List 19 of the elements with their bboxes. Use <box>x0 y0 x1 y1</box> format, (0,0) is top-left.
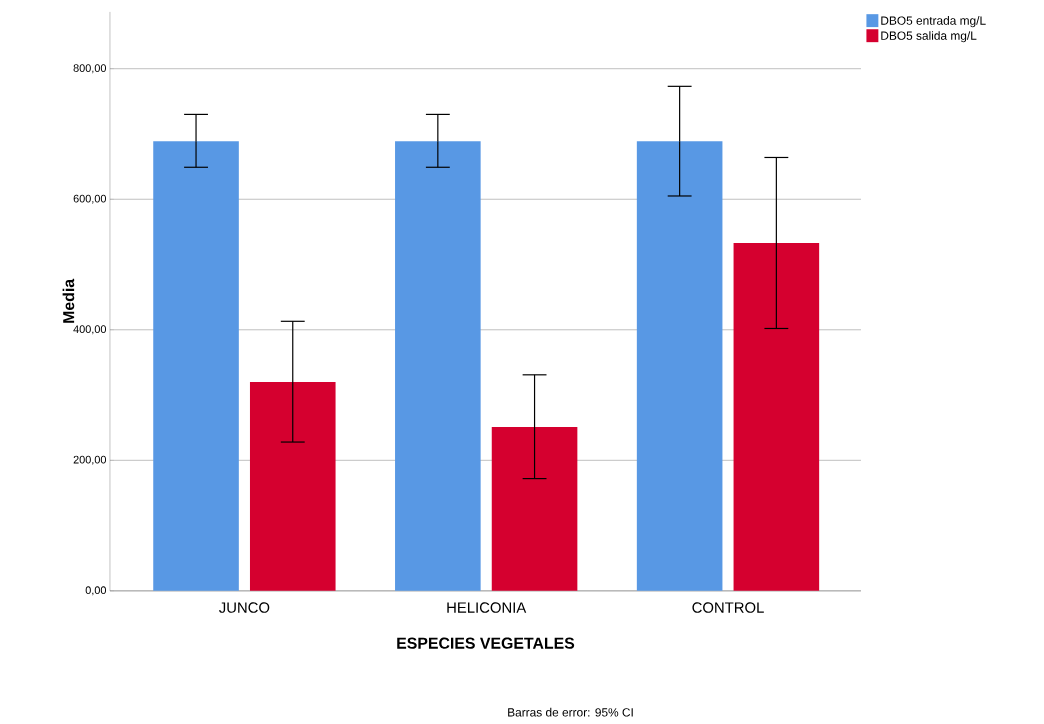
y-tick-label: 200,00 <box>73 455 107 465</box>
x-tick-label: JUNCO <box>219 602 270 613</box>
bar <box>636 141 723 591</box>
bar <box>733 242 820 591</box>
x-axis-title: ESPECIES VEGETALES <box>397 637 575 649</box>
x-tick-label: HELICONIA <box>447 602 527 613</box>
bar <box>153 141 239 591</box>
y-tick-label: 800,00 <box>73 64 107 74</box>
bar <box>491 426 578 591</box>
legend-label: DBO5 entrada mg/L <box>881 16 986 28</box>
bar <box>249 381 336 591</box>
legend-label: DBO5 salida mg/L <box>881 31 977 43</box>
y-tick-label: 0,00 <box>85 586 107 596</box>
y-axis-title: Media <box>62 278 75 323</box>
y-tick-label: 400,00 <box>73 325 107 335</box>
y-tick-label: 600,00 <box>73 194 107 204</box>
text: Barras de error: 95% CI <box>508 707 633 717</box>
bar <box>395 141 481 591</box>
x-tick-label: CONTROL <box>692 602 764 613</box>
